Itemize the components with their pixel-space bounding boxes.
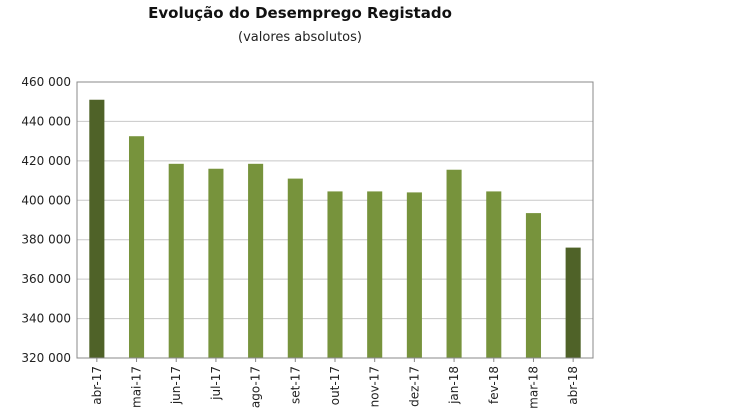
chart-title: Evolução do Desemprego Registado <box>148 4 452 22</box>
bar-jun-17 <box>168 163 184 358</box>
y-tick-label: 380 000 <box>21 233 71 247</box>
y-tick-label: 360 000 <box>21 272 71 286</box>
bar-mar-18 <box>525 213 542 358</box>
y-axis-ticks: 320 000 340 000 360 000 380 000 400 000 420 0… <box>21 75 71 365</box>
bar-mai-17 <box>128 136 145 358</box>
y-tick-label: 420 000 <box>21 154 71 168</box>
x-tick-label: nov-17 <box>368 366 382 407</box>
x-tick-label: jun-17 <box>169 366 183 405</box>
x-tick-label: jan-18 <box>447 366 461 405</box>
x-axis-ticks: abr-17 mai-17 jun-17 jul-17 ago-17 set-17 out-… <box>90 358 580 409</box>
bar-abr-17 <box>89 99 105 358</box>
bars <box>89 99 581 358</box>
y-tick-label: 440 000 <box>21 114 71 128</box>
x-tick-label: jul-17 <box>209 366 223 401</box>
x-tick-label: dez-17 <box>407 366 421 407</box>
x-tick-label: mar-18 <box>526 366 540 409</box>
bar-jul-17 <box>208 168 224 358</box>
y-tick-label: 460 000 <box>21 75 71 89</box>
bar-ago-17 <box>248 163 264 358</box>
x-tick-label: abr-17 <box>90 366 104 405</box>
y-tick-label: 340 000 <box>21 312 71 326</box>
bar-fev-18 <box>486 191 502 358</box>
bar-nov-17 <box>367 191 383 358</box>
bar-jan-18 <box>446 169 462 358</box>
x-tick-label: out-17 <box>328 366 342 405</box>
y-tick-label: 400 000 <box>21 193 71 207</box>
x-tick-label: mai-17 <box>130 366 144 408</box>
x-tick-label: set-17 <box>288 366 302 404</box>
x-tick-label: fev-18 <box>487 366 501 404</box>
bar-set-17 <box>287 178 303 358</box>
bar-dez-17 <box>406 192 422 358</box>
y-tick-label: 320 000 <box>21 351 71 365</box>
bar-abr-18 <box>565 247 581 358</box>
bar-out-17 <box>327 191 343 358</box>
plot-frame <box>76 81 594 359</box>
chart-subtitle: (valores absolutos) <box>238 30 362 45</box>
x-tick-label: ago-17 <box>249 366 263 408</box>
x-tick-label: abr-18 <box>566 366 580 405</box>
